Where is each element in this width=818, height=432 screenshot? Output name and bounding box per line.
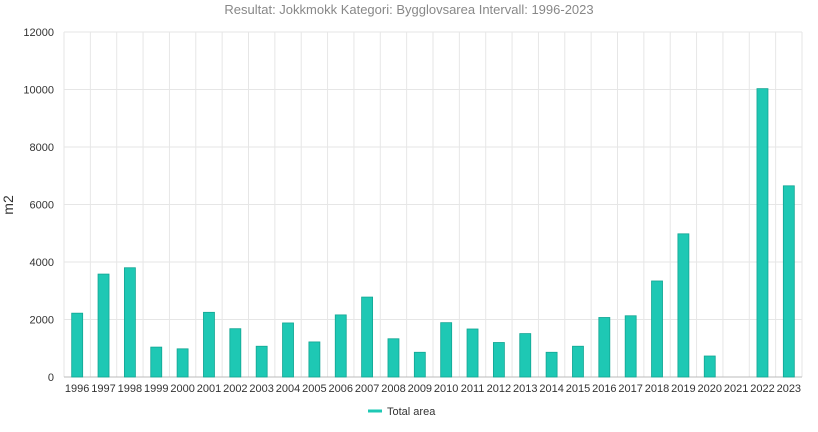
bar-2013[interactable] [519, 333, 532, 378]
x-tick-label: 1999 [144, 383, 168, 395]
y-tick-label: 12000 [23, 27, 54, 39]
bar-2005[interactable] [308, 341, 321, 378]
x-tick-label: 1996 [65, 383, 89, 395]
x-tick-label: 2001 [197, 383, 221, 395]
y-axis-label: m2 [0, 195, 16, 215]
x-tick-label: 2021 [724, 383, 748, 395]
bar-2001[interactable] [203, 311, 215, 378]
y-tick-label: 0 [48, 372, 54, 384]
y-tick-label: 4000 [30, 257, 54, 269]
x-tick-label: 2006 [329, 383, 353, 395]
x-tick-label: 2019 [671, 383, 695, 395]
bars [71, 88, 795, 378]
legend[interactable]: Total area [368, 406, 436, 418]
bar-2000[interactable] [176, 348, 189, 378]
x-tick-label: 2003 [249, 383, 273, 395]
x-tick-label: 2000 [170, 383, 194, 395]
legend-label-total-area: Total area [387, 406, 436, 418]
y-tick-label: 2000 [30, 315, 54, 327]
x-tick-label: 2016 [592, 383, 616, 395]
bar-2020[interactable] [703, 355, 716, 378]
bar-2014[interactable] [545, 351, 558, 378]
bar-1999[interactable] [150, 346, 163, 378]
bar-2017[interactable] [624, 315, 637, 378]
x-tick-label: 2022 [750, 383, 774, 395]
grid [63, 31, 803, 378]
chart-title: Resultat: Jokkmokk Kategori: Bygglovsare… [224, 2, 593, 17]
bar-2004[interactable] [282, 322, 294, 378]
y-tick-label: 6000 [30, 200, 54, 212]
bar-2012[interactable] [492, 342, 505, 378]
x-tick-label: 2002 [223, 383, 247, 395]
bar-2008[interactable] [387, 338, 400, 378]
bar-2006[interactable] [334, 314, 347, 378]
bar-2015[interactable] [572, 345, 584, 378]
x-tick-label: 1998 [118, 383, 142, 395]
x-tick-label: 1997 [91, 383, 115, 395]
bar-2009[interactable] [413, 351, 426, 378]
bar-1998[interactable] [123, 267, 136, 378]
x-tick-label: 2012 [487, 383, 511, 395]
x-tick-label: 2007 [355, 383, 379, 395]
bar-2018[interactable] [651, 280, 663, 378]
bar-2003[interactable] [255, 345, 268, 378]
x-tick-label: 2008 [381, 383, 405, 395]
bar-2022[interactable] [756, 88, 769, 378]
bar-1997[interactable] [97, 273, 110, 378]
y-tick-label: 10000 [23, 85, 54, 97]
x-tick-label: 2020 [698, 383, 722, 395]
bar-2023[interactable] [782, 185, 795, 378]
bar-1996[interactable] [71, 312, 84, 378]
bar-2016[interactable] [598, 317, 611, 378]
x-tick-label: 2005 [302, 383, 326, 395]
bar-2010[interactable] [440, 322, 453, 378]
bar-2019[interactable] [677, 233, 690, 378]
bar-2007[interactable] [361, 296, 374, 378]
x-tick-label: 2015 [566, 383, 590, 395]
x-axis-ticks: 1996 1997 1998 1999 2000 2001 2002 2003 2004 2005… [65, 383, 801, 395]
x-tick-label: 2013 [513, 383, 537, 395]
x-tick-label: 2014 [539, 383, 563, 395]
y-axis-ticks: 0 2000 4000 6000 8000 10000 12000 [23, 27, 54, 384]
y-tick-label: 8000 [30, 142, 54, 154]
bar-2011[interactable] [466, 328, 479, 378]
x-tick-label: 2018 [645, 383, 669, 395]
x-tick-label: 2010 [434, 383, 458, 395]
x-tick-label: 2023 [777, 383, 801, 395]
x-tick-label: 2009 [408, 383, 432, 395]
x-tick-label: 2004 [276, 383, 300, 395]
x-tick-label: 2017 [618, 383, 642, 395]
bar-2002[interactable] [229, 328, 242, 378]
x-tick-label: 2011 [461, 383, 485, 395]
